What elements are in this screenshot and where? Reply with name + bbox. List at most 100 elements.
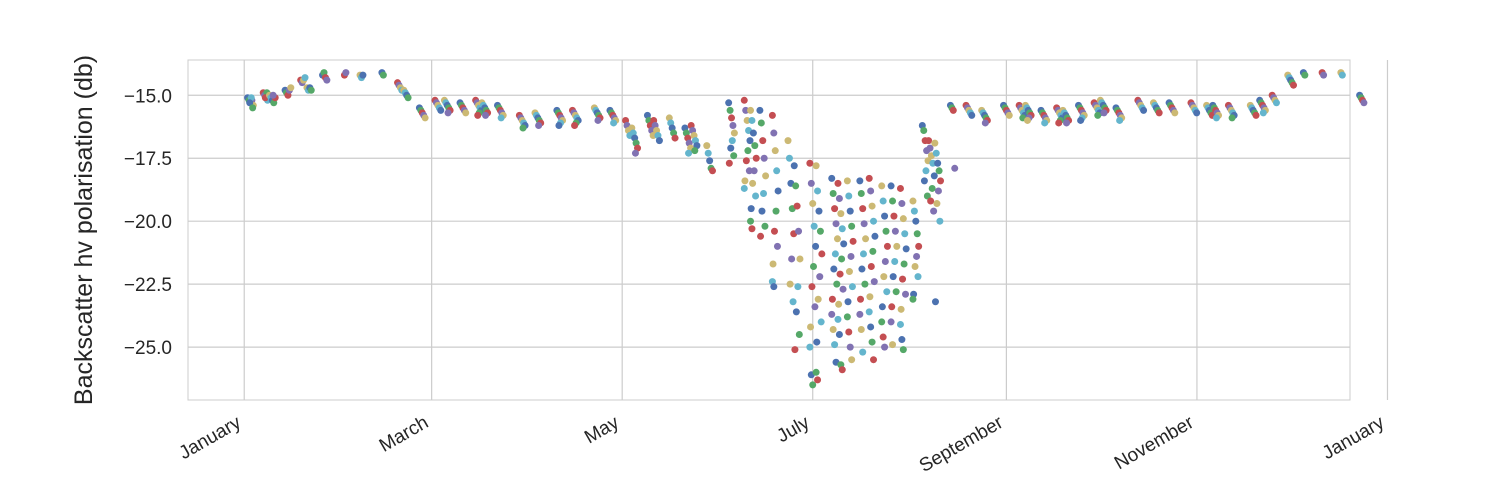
y-tick-label: −17.5 <box>124 149 172 170</box>
data-point <box>706 157 714 165</box>
data-point <box>828 310 836 318</box>
data-point <box>1290 81 1298 89</box>
data-point <box>878 318 886 326</box>
data-point <box>771 147 779 155</box>
data-point <box>981 119 989 127</box>
data-point <box>830 265 838 273</box>
data-point <box>935 167 943 175</box>
data-point <box>790 162 798 170</box>
y-tick-label: −20.0 <box>124 212 172 233</box>
data-point <box>555 121 563 129</box>
data-point <box>786 280 794 288</box>
data-point <box>709 167 717 175</box>
data-point <box>866 293 874 301</box>
data-point <box>808 283 816 291</box>
data-point <box>794 283 802 291</box>
data-point <box>1272 99 1280 107</box>
data-point <box>835 195 843 203</box>
data-point <box>685 149 693 157</box>
data-point <box>342 69 350 77</box>
data-point <box>847 252 855 260</box>
data-point <box>878 182 886 190</box>
data-point <box>927 197 935 205</box>
data-point <box>930 172 938 180</box>
data-point <box>749 129 757 137</box>
data-point <box>889 197 897 205</box>
data-point <box>840 240 848 248</box>
data-point <box>838 366 846 374</box>
data-point <box>878 303 886 311</box>
data-point <box>902 245 910 253</box>
data-point <box>879 197 887 205</box>
data-point <box>891 257 899 265</box>
data-point <box>933 200 941 208</box>
data-point <box>791 346 799 354</box>
x-tick-label: May <box>581 412 623 448</box>
data-point <box>844 298 852 306</box>
data-point <box>846 343 854 351</box>
data-point <box>762 172 770 180</box>
data-point <box>848 283 856 291</box>
data-point <box>725 159 733 167</box>
data-point <box>912 217 920 225</box>
data-point <box>836 270 844 278</box>
data-point <box>482 111 490 119</box>
data-point <box>838 255 846 263</box>
data-point <box>883 242 891 250</box>
data-point <box>1023 116 1031 124</box>
data-point <box>249 104 257 112</box>
data-point <box>806 159 814 167</box>
data-point <box>818 250 826 258</box>
data-point <box>809 381 817 389</box>
data-point <box>774 187 782 195</box>
data-point <box>519 124 527 132</box>
data-point <box>758 207 766 215</box>
y-tick-label: −15.0 <box>124 86 172 107</box>
data-point <box>746 137 754 145</box>
data-point <box>655 137 663 145</box>
data-point <box>926 144 934 152</box>
data-point <box>835 331 843 339</box>
data-point <box>785 154 793 162</box>
data-point <box>829 189 837 197</box>
data-point <box>920 127 928 135</box>
data-point <box>887 182 895 190</box>
data-point <box>811 303 819 311</box>
data-point <box>913 252 921 260</box>
data-point <box>757 232 765 240</box>
data-point <box>929 159 937 167</box>
data-point <box>909 197 917 205</box>
x-tick-labels: January March May July September November Janu… <box>176 412 1389 477</box>
data-point <box>773 167 781 175</box>
data-point <box>914 273 922 281</box>
data-point <box>899 275 907 283</box>
data-point <box>806 343 814 351</box>
data-point <box>462 109 470 117</box>
data-point <box>865 308 873 316</box>
data-point <box>816 227 824 235</box>
data-point <box>810 222 818 230</box>
data-point <box>743 116 751 124</box>
y-tick-label: −22.5 <box>124 275 172 296</box>
data-point <box>845 192 853 200</box>
data-point <box>936 217 944 225</box>
data-point <box>915 242 923 250</box>
data-point <box>745 167 753 175</box>
data-point <box>749 179 757 187</box>
data-point <box>728 137 736 145</box>
data-points <box>244 69 1368 389</box>
data-point <box>748 116 756 124</box>
data-point <box>870 217 878 225</box>
data-point <box>770 227 778 235</box>
data-point <box>649 132 657 140</box>
data-point <box>828 295 836 303</box>
x-tick-label: January <box>1319 412 1388 464</box>
data-point <box>1063 119 1071 127</box>
data-point <box>671 134 679 142</box>
data-point <box>859 250 867 258</box>
x-tick-label: March <box>376 412 432 457</box>
data-point <box>834 179 842 187</box>
data-point <box>889 273 897 281</box>
data-point <box>809 200 817 208</box>
data-point <box>911 263 919 271</box>
